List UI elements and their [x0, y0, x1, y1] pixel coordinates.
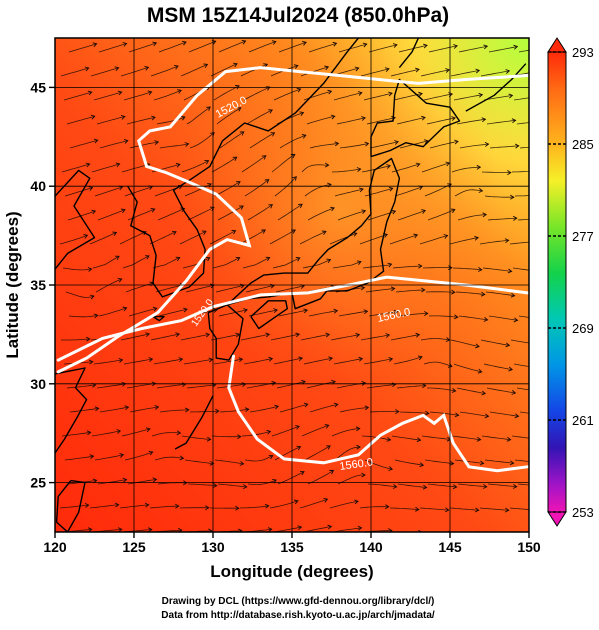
y-tick-label: 40 [30, 178, 46, 194]
streamline-arrowhead [539, 94, 543, 98]
streamline-arrowhead [535, 239, 539, 243]
colorbar-tick-label: 253 [572, 505, 594, 520]
plot-area [55, 38, 549, 536]
x-tick-label: 120 [43, 539, 67, 555]
x-tick-label: 135 [280, 539, 304, 555]
x-tick-label: 145 [438, 539, 462, 555]
streamline-arrowhead [542, 390, 546, 394]
y-tick-label: 30 [30, 376, 46, 392]
x-tick-label: 140 [359, 539, 383, 555]
streamline-arrowhead [544, 318, 548, 322]
streamline-arrowhead [538, 532, 542, 536]
streamline-arrowhead [543, 216, 547, 220]
credit-data: Data from http://database.rish.kyoto-u.a… [161, 610, 435, 621]
chart-title: MSM 15Z14Jul2024 (850.0hPa) [147, 4, 449, 27]
streamline-arrowhead [538, 270, 542, 274]
x-tick-label: 150 [517, 539, 541, 555]
x-tick-label: 125 [122, 539, 146, 555]
colorbar-tick-label: 269 [572, 321, 594, 336]
colorbar-gradient [548, 52, 566, 512]
streamline-arrowhead [535, 508, 539, 512]
x-axis-ticks: 120 125 130 135 140 145 150 [43, 532, 541, 555]
streamline-arrowhead [539, 366, 543, 370]
streamline-arrowhead [541, 294, 545, 298]
colorbar-max-arrow [548, 38, 566, 52]
x-tick-label: 130 [201, 539, 225, 555]
colorbar-tick-label: 277 [572, 229, 594, 244]
streamline-arrowhead [542, 119, 546, 123]
streamline-arrowhead [537, 437, 541, 441]
streamline-arrowhead [544, 46, 548, 50]
colorbar: 293 285 277 269 261 253 [548, 38, 594, 526]
y-axis-label: Latitude (degrees) [3, 211, 22, 358]
y-tick-label: 35 [30, 277, 46, 293]
streamline-arrowhead [536, 342, 540, 346]
colorbar-tick-label: 293 [572, 45, 594, 60]
y-tick-label: 25 [30, 475, 46, 491]
y-tick-label: 45 [30, 79, 46, 95]
streamline-arrowhead [540, 461, 544, 465]
streamline-arrowhead [543, 484, 547, 488]
streamline-arrowhead [537, 169, 541, 173]
colorbar-tick-label: 285 [572, 137, 594, 152]
x-axis-label: Longitude (degrees) [210, 562, 373, 581]
colorbar-min-arrow [548, 512, 566, 526]
credit-drawing: Drawing by DCL (https://www.gfd-dennou.o… [162, 596, 435, 607]
colorbar-tick-label: 261 [572, 413, 594, 428]
y-axis-ticks: 25 30 35 40 45 [30, 79, 55, 490]
streamline-arrowhead [536, 70, 540, 74]
streamline-arrowhead [540, 193, 544, 197]
